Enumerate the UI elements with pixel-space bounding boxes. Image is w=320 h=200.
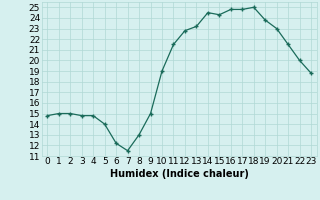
X-axis label: Humidex (Indice chaleur): Humidex (Indice chaleur) (110, 169, 249, 179)
